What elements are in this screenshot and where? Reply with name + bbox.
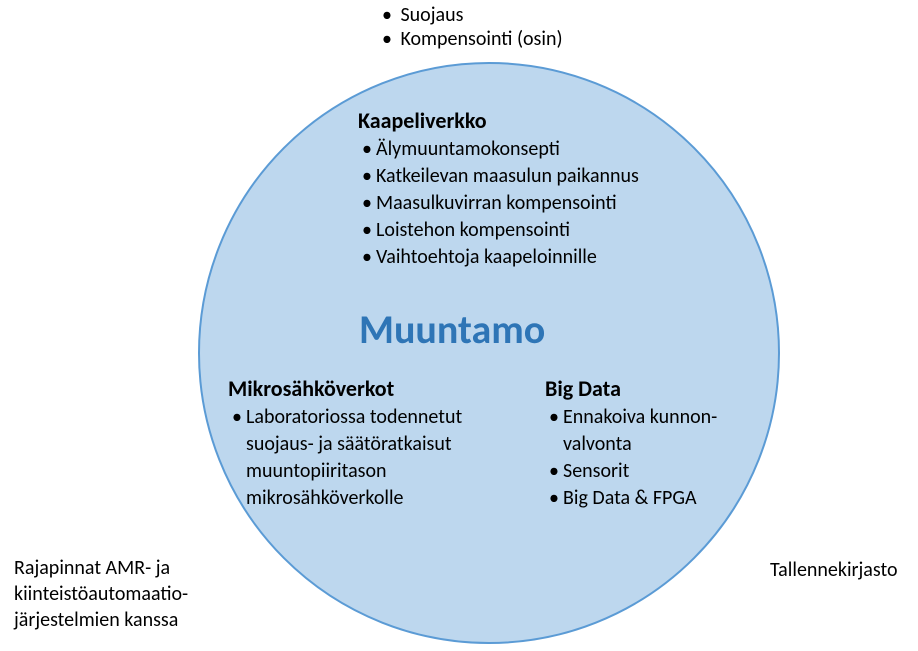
section-item: Sensorit bbox=[545, 458, 765, 485]
section-title: Kaapeliverkko bbox=[358, 107, 639, 134]
top-bullets: Suojaus Kompensointi (osin) bbox=[382, 3, 563, 51]
section-item: Ennakoiva kunnon- valvonta bbox=[545, 404, 765, 458]
top-bullet-item: Suojaus bbox=[382, 3, 563, 27]
section-kaapeliverkko: Kaapeliverkko Älymuuntamokonsepti Katkei… bbox=[358, 107, 639, 271]
section-item: Vaihtoehtoja kaapeloinnille bbox=[358, 244, 639, 271]
section-title: Mikrosähköverkot bbox=[228, 375, 518, 402]
section-title: Big Data bbox=[545, 375, 765, 402]
outside-label-right: Tallennekirjasto bbox=[770, 557, 898, 583]
section-mikrosahkoverkot: Mikrosähköverkot Laboratoriossa todennet… bbox=[228, 375, 518, 512]
section-item: Älymuuntamokonsepti bbox=[358, 136, 639, 163]
center-title: Muuntamo bbox=[359, 305, 545, 354]
label-line: kiinteistöautomaatio- bbox=[14, 581, 188, 607]
section-bigdata: Big Data Ennakoiva kunnon- valvonta Sens… bbox=[545, 375, 765, 512]
top-bullet-item: Kompensointi (osin) bbox=[382, 27, 563, 51]
section-item: Maasulkuvirran kompensointi bbox=[358, 190, 639, 217]
label-line: Tallennekirjasto bbox=[770, 557, 898, 583]
label-line: Rajapinnat AMR- ja bbox=[14, 555, 188, 581]
label-line: järjestelmien kanssa bbox=[14, 607, 188, 633]
section-item: Big Data & FPGA bbox=[545, 485, 765, 512]
section-item: Loistehon kompensointi bbox=[358, 217, 639, 244]
section-item: Laboratoriossa todennetut suojaus- ja sä… bbox=[228, 404, 518, 512]
outside-label-left: Rajapinnat AMR- ja kiinteistöautomaatio-… bbox=[14, 555, 188, 633]
section-item: Katkeilevan maasulun paikannus bbox=[358, 163, 639, 190]
